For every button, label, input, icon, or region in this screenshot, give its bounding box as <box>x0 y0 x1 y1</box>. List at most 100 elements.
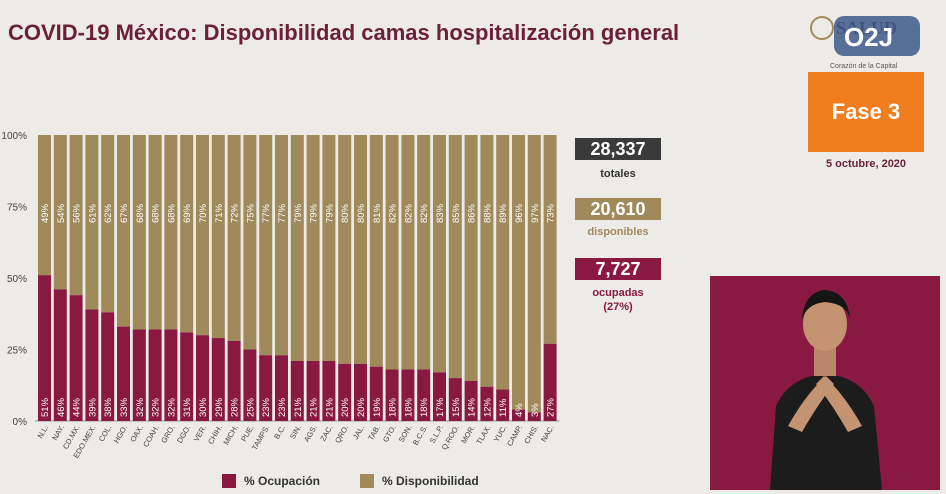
data-label-available: 89% <box>498 203 509 223</box>
x-category-label: JAL. <box>351 424 366 442</box>
x-category-label: B.C.S. <box>411 424 430 447</box>
data-label-occupied: 32% <box>135 397 146 417</box>
bar-occupied <box>211 338 225 421</box>
legend-occupied-label: % Ocupación <box>244 474 321 488</box>
bar-occupied <box>101 312 115 421</box>
data-label-occupied: 44% <box>72 397 83 417</box>
bar-available <box>164 135 178 330</box>
data-label-occupied: 18% <box>388 397 399 417</box>
total-beds-value: 28,337 <box>575 138 661 160</box>
salud-logo: SALUD O2J <box>810 16 920 56</box>
data-label-available: 79% <box>309 203 320 223</box>
bar-available <box>69 135 83 296</box>
data-label-occupied: 32% <box>166 397 177 417</box>
data-label-occupied: 25% <box>245 397 256 417</box>
bar-available <box>275 135 288 356</box>
bar-occupied <box>401 369 415 421</box>
bar-available <box>512 135 525 410</box>
x-category-label: AGS. <box>302 424 319 444</box>
bar-occupied <box>480 386 494 421</box>
data-label-available: 80% <box>356 203 367 223</box>
bar-occupied <box>369 366 383 421</box>
x-category-label: GTO. <box>381 424 398 444</box>
occupied-beds-pct: (27%) <box>603 301 633 313</box>
bar-available <box>227 135 241 341</box>
bar-available <box>417 135 431 370</box>
bar-occupied <box>148 329 162 421</box>
x-category-label: TAB. <box>366 424 382 442</box>
bar-occupied <box>322 360 336 421</box>
data-label-occupied: 23% <box>261 397 272 417</box>
bar-available <box>480 135 494 387</box>
data-label-available: 82% <box>388 203 399 223</box>
x-category-label: HGO. <box>112 424 129 445</box>
y-tick-label: 0% <box>13 417 28 428</box>
data-label-occupied: 46% <box>56 397 67 417</box>
bar-available <box>259 135 273 356</box>
bar-available <box>369 135 383 367</box>
bar-occupied <box>243 349 257 421</box>
interpreter-figure <box>770 290 882 490</box>
bar-occupied <box>85 309 99 421</box>
bar-available <box>338 135 352 364</box>
data-label-occupied: 39% <box>87 397 98 417</box>
data-label-available: 86% <box>467 203 478 223</box>
data-label-occupied: 15% <box>451 397 462 417</box>
bar-available <box>496 135 510 390</box>
sign-language-interpreter <box>710 276 940 490</box>
data-label-occupied: 18% <box>419 397 430 417</box>
data-label-available: 67% <box>119 203 130 223</box>
data-label-occupied: 12% <box>482 397 493 417</box>
x-category-label: MICH. <box>221 424 239 447</box>
bar-available <box>401 135 415 370</box>
x-category-label: CAMP. <box>505 424 524 448</box>
x-category-label: QRO. <box>333 424 350 445</box>
data-label-available: 68% <box>151 203 162 223</box>
bar-available <box>243 135 257 350</box>
data-label-available: 49% <box>40 203 51 223</box>
bar-occupied <box>132 329 146 421</box>
bar-occupied <box>527 412 541 421</box>
data-label-occupied: 27% <box>546 397 557 417</box>
bar-occupied <box>53 289 67 421</box>
bar-occupied <box>259 355 273 421</box>
data-label-available: 82% <box>419 203 430 223</box>
logo-caption: Corazón de la Capital <box>830 63 898 70</box>
bar-available <box>196 135 209 336</box>
y-tick-label: 50% <box>7 274 27 285</box>
data-label-occupied: 21% <box>324 397 335 417</box>
bar-occupied <box>496 389 510 421</box>
bar-available <box>132 135 146 330</box>
data-label-available: 88% <box>482 203 493 223</box>
y-tick-label: 100% <box>1 131 27 142</box>
page-title: COVID-19 México: Disponibilidad camas ho… <box>8 20 680 45</box>
data-label-occupied: 14% <box>467 397 478 417</box>
bar-occupied <box>448 378 462 421</box>
bar-available <box>322 135 336 361</box>
data-label-occupied: 23% <box>277 397 288 417</box>
data-label-available: 85% <box>451 203 462 223</box>
available-beds-value: 20,610 <box>575 198 661 220</box>
data-label-available: 68% <box>135 203 146 223</box>
data-label-available: 68% <box>166 203 177 223</box>
x-category-label: N.L. <box>36 424 51 440</box>
x-category-label: NAC. <box>539 424 556 444</box>
data-label-available: 79% <box>324 203 335 223</box>
data-label-occupied: 21% <box>309 397 320 417</box>
bar-available <box>180 135 194 333</box>
data-label-occupied: 38% <box>103 397 114 417</box>
data-label-available: 81% <box>372 203 383 223</box>
bar-available <box>290 135 304 361</box>
data-label-available: 97% <box>530 203 541 223</box>
bar-occupied <box>69 295 83 421</box>
bar-available <box>85 135 99 310</box>
bar-available <box>53 135 67 290</box>
data-label-occupied: 30% <box>198 397 209 417</box>
data-label-available: 54% <box>56 203 67 223</box>
legend-available-label: % Disponibilidad <box>382 474 479 488</box>
bar-available <box>464 135 478 381</box>
bar-available <box>448 135 462 379</box>
bar-occupied <box>512 409 525 421</box>
bar-occupied <box>338 363 352 421</box>
bar-available <box>306 135 320 361</box>
